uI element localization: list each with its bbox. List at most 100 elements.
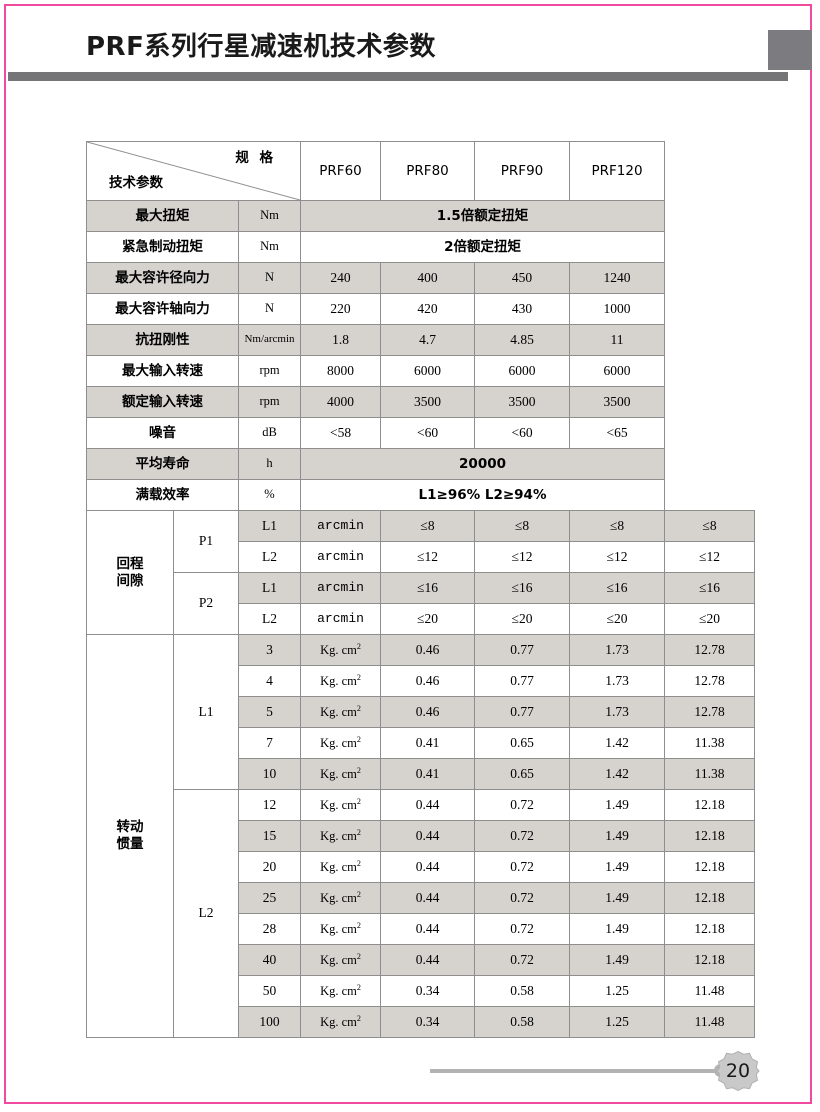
inertia-ratio: 25: [237, 882, 302, 914]
inertia-value-4: 12.18: [664, 820, 756, 852]
inertia-value-4: 12.78: [664, 634, 756, 666]
backlash-value-2: ≤8: [474, 510, 571, 542]
header-corner-cell: 规 格技术参数: [85, 141, 302, 201]
inertia-value-2: 0.77: [474, 696, 571, 728]
backlash-value-1: ≤16: [380, 572, 476, 604]
backlash-row: L2 arcmin ≤12 ≤12 ≤12 ≤12: [87, 541, 756, 573]
param-unit: %: [237, 479, 302, 511]
inertia-value-2: 0.65: [474, 727, 571, 759]
inertia-value-1: 0.46: [380, 634, 476, 666]
backlash-value-4: ≤16: [664, 572, 756, 604]
inertia-value-3: 1.25: [569, 1006, 666, 1038]
inertia-label: 转动 惯量: [86, 634, 174, 1038]
param-value-2: 6000: [380, 355, 476, 387]
param-value-4: 11: [569, 324, 666, 356]
footer-rule: [430, 1069, 720, 1073]
inertia-unit: Kg. cm2: [300, 665, 382, 697]
param-name: 最大输入转速: [86, 355, 239, 387]
param-value-1: 4000: [300, 386, 382, 418]
table-row: 噪音 dB <58 <60 <60 <65: [86, 417, 755, 449]
param-value-2: <60: [380, 417, 476, 449]
inertia-row: 40 Kg. cm2 0.44 0.72 1.49 12.18: [87, 944, 756, 976]
backlash-row: P2 L1 arcmin ≤16 ≤16 ≤16 ≤16: [87, 572, 756, 635]
inertia-value-2: 0.58: [474, 1006, 571, 1038]
inertia-value-1: 0.34: [380, 1006, 476, 1038]
backlash-value-2: ≤20: [474, 603, 571, 635]
param-merged-value: 2倍额定扭矩: [300, 231, 666, 263]
inertia-ratio: 12: [237, 789, 302, 821]
inertia-value-4: 12.78: [664, 665, 756, 697]
inertia-value-1: 0.46: [380, 696, 476, 728]
param-value-1: 1.8: [300, 324, 382, 356]
param-value-4: 1240: [569, 262, 666, 294]
inertia-value-4: 12.78: [664, 696, 756, 728]
backlash-value-4: ≤8: [664, 510, 756, 542]
inertia-unit: Kg. cm2: [300, 975, 382, 1007]
param-value-1: 8000: [300, 355, 382, 387]
param-merged-value: 1.5倍额定扭矩: [300, 200, 666, 232]
inertia-ratio: 5: [237, 696, 302, 728]
backlash-stage-label: L1: [237, 510, 302, 542]
inertia-value-2: 0.65: [474, 758, 571, 790]
inertia-row: L2 12 Kg. cm2 0.44 0.72 1.49 12.18: [87, 789, 756, 1038]
param-name: 平均寿命: [86, 448, 239, 480]
inertia-value-2: 0.72: [474, 882, 571, 914]
param-merged-value: L1≥96% L2≥94%: [300, 479, 666, 511]
inertia-value-4: 12.18: [664, 789, 756, 821]
inertia-unit: Kg. cm2: [300, 913, 382, 945]
backlash-value-1: ≤12: [380, 541, 476, 573]
inertia-unit: Kg. cm2: [300, 944, 382, 976]
inertia-stage-label: L2: [173, 789, 239, 1038]
backlash-stage-label: L1: [237, 572, 302, 604]
param-value-1: <58: [300, 417, 382, 449]
inertia-value-3: 1.49: [569, 913, 666, 945]
inertia-value-2: 0.72: [474, 944, 571, 976]
model-header-2: PRF80: [380, 141, 476, 201]
param-name: 额定输入转速: [86, 386, 239, 418]
inertia-value-3: 1.42: [569, 758, 666, 790]
param-value-3: 430: [474, 293, 571, 325]
model-header-4: PRF120: [569, 141, 666, 201]
backlash-precision-label: P2: [173, 572, 239, 635]
inertia-row: 15 Kg. cm2 0.44 0.72 1.49 12.18: [87, 820, 756, 852]
table-row: 紧急制动扭矩 Nm 2倍额定扭矩: [86, 231, 755, 263]
inertia-value-4: 12.18: [664, 882, 756, 914]
inertia-value-2: 0.77: [474, 665, 571, 697]
inertia-value-3: 1.49: [569, 851, 666, 883]
param-value-3: 3500: [474, 386, 571, 418]
backlash-stage-label: L2: [237, 603, 302, 635]
param-name: 最大容许径向力: [86, 262, 239, 294]
backlash-value-3: ≤8: [569, 510, 666, 542]
param-unit: Nm: [237, 231, 302, 263]
inertia-value-3: 1.73: [569, 696, 666, 728]
inertia-row: 7 Kg. cm2 0.41 0.65 1.42 11.38: [87, 727, 756, 759]
inertia-value-4: 12.18: [664, 851, 756, 883]
inertia-ratio: 50: [237, 975, 302, 1007]
param-value-1: 220: [300, 293, 382, 325]
inertia-value-1: 0.44: [380, 944, 476, 976]
inertia-value-3: 1.49: [569, 882, 666, 914]
inertia-value-1: 0.44: [380, 913, 476, 945]
inertia-value-3: 1.25: [569, 975, 666, 1007]
inertia-value-2: 0.72: [474, 789, 571, 821]
model-header-1: PRF60: [300, 141, 382, 201]
inertia-value-3: 1.49: [569, 789, 666, 821]
param-value-2: 420: [380, 293, 476, 325]
table-row: 最大容许径向力 N 240 400 450 1240: [86, 262, 755, 294]
param-name: 最大扭矩: [86, 200, 239, 232]
inertia-unit: Kg. cm2: [300, 696, 382, 728]
param-value-4: 1000: [569, 293, 666, 325]
inertia-ratio: 10: [237, 758, 302, 790]
inertia-value-1: 0.34: [380, 975, 476, 1007]
param-name: 最大容许轴向力: [86, 293, 239, 325]
inertia-ratio: 28: [237, 913, 302, 945]
param-unit: Nm/arcmin: [237, 324, 302, 356]
param-name: 抗扭刚性: [86, 324, 239, 356]
backlash-value-3: ≤12: [569, 541, 666, 573]
inertia-row: 25 Kg. cm2 0.44 0.72 1.49 12.18: [87, 882, 756, 914]
param-value-3: 6000: [474, 355, 571, 387]
inertia-value-1: 0.44: [380, 882, 476, 914]
table-row: 平均寿命 h 20000: [86, 448, 755, 480]
header-rule: [8, 72, 788, 81]
param-value-2: 400: [380, 262, 476, 294]
